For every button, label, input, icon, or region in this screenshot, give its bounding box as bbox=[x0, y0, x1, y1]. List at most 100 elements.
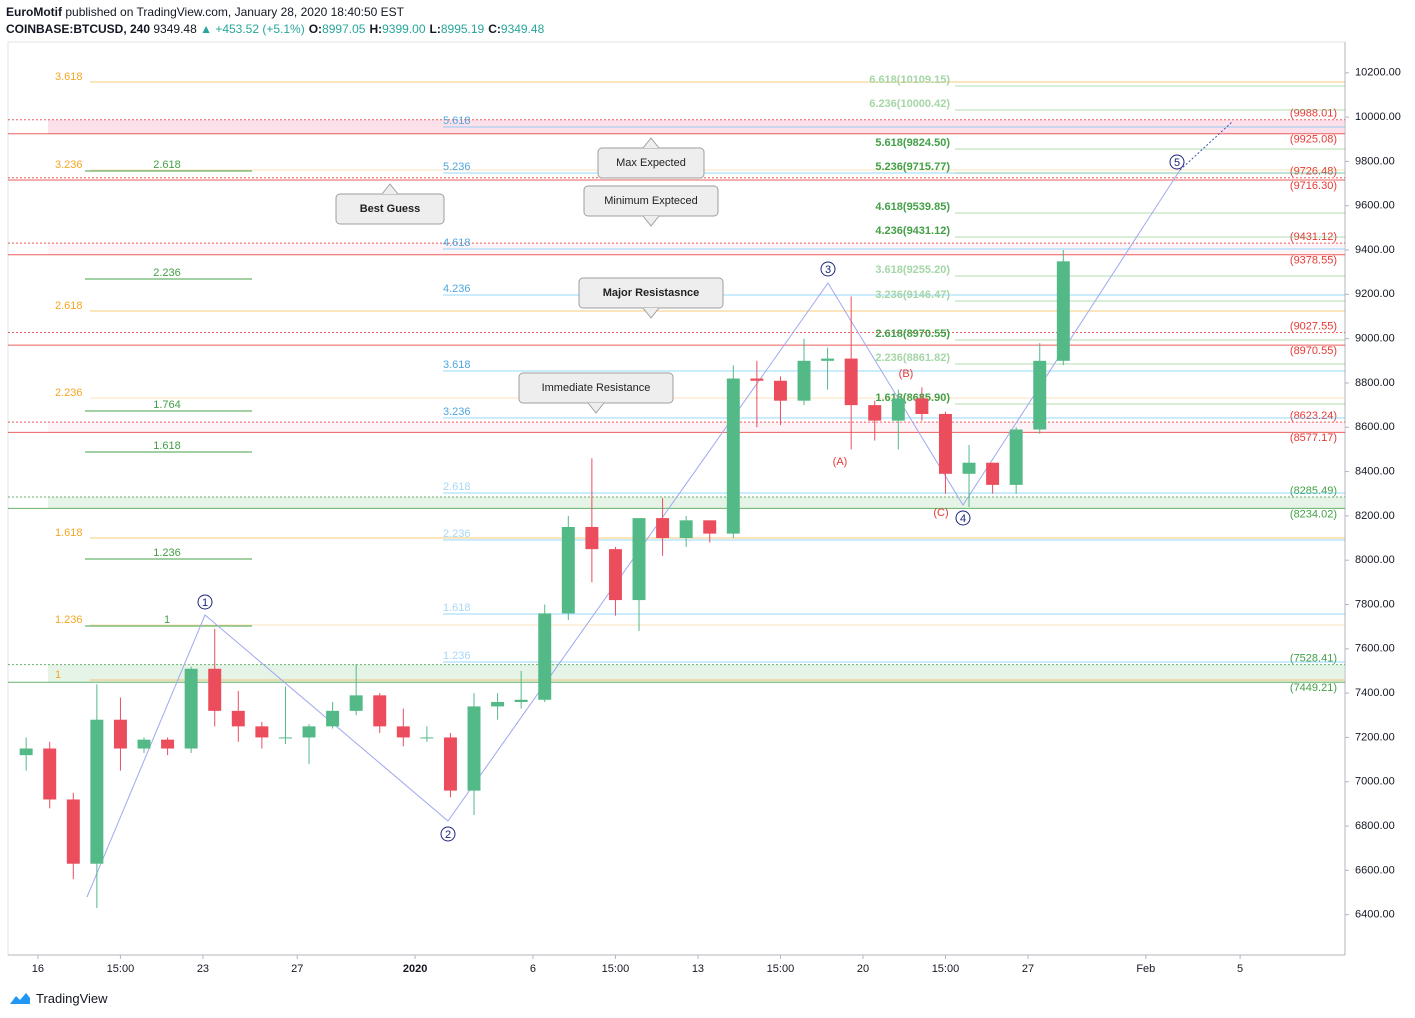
chart: 6400.00 6600.00 6800.00 7000.00 7200.00 7400.… bbox=[7, 41, 1401, 975]
x-tick-label: Feb bbox=[1136, 963, 1155, 975]
candle-body bbox=[90, 719, 104, 864]
candle-body bbox=[962, 462, 976, 474]
fib-orange-label: 1.236 bbox=[55, 614, 83, 626]
level-label: (8234.02) bbox=[1290, 508, 1337, 520]
fib-blue-label: 2.618 bbox=[443, 481, 471, 493]
fib-green-label: 1.618 bbox=[153, 440, 181, 452]
y-tick-label: 6400.00 bbox=[1355, 909, 1395, 921]
candle-body bbox=[585, 526, 599, 550]
symbol-line: COINBASE:BTCUSD, 240 9349.48 ▲ +453.52 (… bbox=[6, 21, 544, 38]
x-tick-label: 13 bbox=[692, 963, 704, 975]
fib-target-label: 6.236(10000.42) bbox=[869, 98, 950, 110]
zone bbox=[48, 664, 1345, 683]
correction-label: (B) bbox=[899, 368, 914, 380]
candle-body bbox=[773, 380, 787, 401]
callout-tip bbox=[587, 402, 605, 414]
x-tick-label: 23 bbox=[197, 963, 209, 975]
candle-body bbox=[19, 748, 33, 756]
candle-body bbox=[278, 737, 292, 739]
level-label: (9378.55) bbox=[1290, 255, 1337, 267]
fib-target-label: 5.236(9715.77) bbox=[875, 161, 950, 173]
candle-body bbox=[43, 748, 57, 800]
candle-body bbox=[868, 405, 882, 421]
callout-label: Major Resistasnce bbox=[603, 287, 700, 299]
level-label: (7528.41) bbox=[1290, 653, 1337, 665]
candle-body bbox=[703, 520, 717, 534]
fib-blue-label: 3.236 bbox=[443, 406, 471, 418]
wave-circle bbox=[197, 594, 213, 610]
x-tick-label: 15:00 bbox=[767, 963, 795, 975]
x-tick-label: 15:00 bbox=[107, 963, 135, 975]
y-tick-label: 10000.00 bbox=[1355, 111, 1401, 123]
candle-body bbox=[514, 699, 528, 702]
callout-tip bbox=[642, 307, 660, 319]
level-label: (9716.30) bbox=[1290, 180, 1337, 192]
correction-label: (C) bbox=[933, 507, 948, 519]
candle-body bbox=[726, 378, 740, 534]
fib-blue-label: 3.618 bbox=[443, 359, 471, 371]
fib-target-label: 2.236(8861.82) bbox=[875, 352, 950, 364]
header: EuroMotif published on TradingView.com, … bbox=[6, 4, 544, 38]
fib-target-label: 4.618(9539.85) bbox=[875, 201, 950, 213]
callout-label: Max Expected bbox=[616, 157, 686, 169]
candle-body bbox=[538, 613, 552, 700]
fib-green-label: 1.764 bbox=[153, 399, 181, 411]
fib-green-label: 2.236 bbox=[153, 267, 181, 279]
fib-orange-label: 3.618 bbox=[55, 71, 83, 83]
y-tick-label: 8200.00 bbox=[1355, 510, 1395, 522]
fib-target-label: 4.236(9431.12) bbox=[875, 225, 950, 237]
candle-body bbox=[1009, 429, 1023, 485]
candle-body bbox=[373, 695, 387, 727]
ohlc-value: 8997.05 bbox=[322, 22, 366, 36]
level-label: (8623.24) bbox=[1290, 410, 1337, 422]
callout-label: Immediate Resistance bbox=[542, 382, 651, 394]
level-label: (9027.55) bbox=[1290, 320, 1337, 332]
candle-body bbox=[420, 737, 434, 739]
fib-orange-label: 2.236 bbox=[55, 387, 83, 399]
fib-target-label: 6.618(10109.15) bbox=[869, 74, 950, 86]
last: 9349.48 bbox=[153, 22, 197, 36]
candle-body bbox=[986, 462, 1000, 485]
fib-green-label: 1 bbox=[164, 614, 170, 626]
brand: TradingView bbox=[36, 990, 108, 1006]
x-tick-label: 15:00 bbox=[932, 963, 960, 975]
x-tick-label: 6 bbox=[530, 963, 536, 975]
candle-body bbox=[161, 739, 175, 749]
logo bbox=[10, 993, 30, 1004]
wave-label: 5 bbox=[1174, 157, 1180, 169]
callout-tip bbox=[642, 137, 660, 149]
candle-body bbox=[608, 549, 622, 601]
callout-label: Best Guess bbox=[360, 203, 421, 215]
candle-body bbox=[821, 358, 835, 361]
ohlc-key: C: bbox=[488, 22, 501, 36]
fib-blue-label: 4.618 bbox=[443, 237, 471, 249]
candle-body bbox=[467, 706, 481, 791]
x-tick-label: 27 bbox=[291, 963, 303, 975]
y-tick-label: 9800.00 bbox=[1355, 155, 1395, 167]
ohlc-value: 9349.48 bbox=[500, 22, 545, 36]
ohlc-key: O: bbox=[308, 22, 323, 36]
fib-blue-label: 4.236 bbox=[443, 283, 471, 295]
ohlc-key: L: bbox=[429, 22, 441, 36]
candle-body bbox=[750, 378, 764, 381]
fib-target-label: 1.618(8685.90) bbox=[875, 392, 950, 404]
candle-body bbox=[891, 398, 905, 421]
fib-target-label: 3.236(9146.47) bbox=[875, 289, 950, 301]
candle-body bbox=[66, 799, 80, 864]
fib-orange-label: 3.236 bbox=[55, 159, 83, 171]
fib-green-label: 2.618 bbox=[153, 159, 181, 171]
fib-orange-label: 1 bbox=[55, 669, 61, 681]
level-label: (8285.49) bbox=[1290, 485, 1337, 497]
y-tick-label: 8600.00 bbox=[1355, 421, 1395, 433]
callout-tip bbox=[381, 183, 399, 195]
level-label: (8577.17) bbox=[1290, 432, 1337, 444]
ohlc-key: H: bbox=[369, 22, 383, 36]
candle-body bbox=[208, 668, 222, 711]
footer: TradingView bbox=[8, 990, 108, 1006]
candle-body bbox=[915, 398, 929, 414]
x-tick-label: 27 bbox=[1022, 963, 1034, 975]
candle-body bbox=[491, 701, 505, 707]
candle-body bbox=[113, 719, 127, 749]
y-tick-label: 9000.00 bbox=[1355, 333, 1395, 345]
wave-circle bbox=[955, 510, 971, 526]
